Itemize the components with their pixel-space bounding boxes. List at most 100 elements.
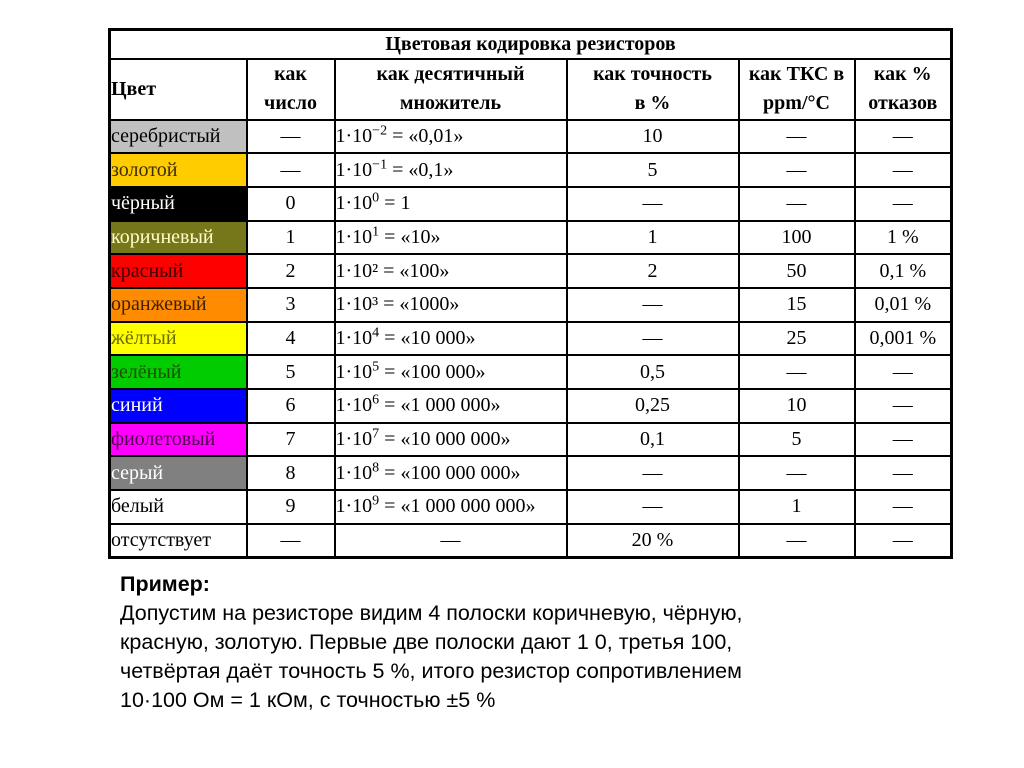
digit-cell: 8 bbox=[245, 455, 336, 492]
accuracy-cell: — bbox=[565, 185, 740, 222]
table-row: серебристый —1·10−2 = «0,01» 10— — bbox=[108, 118, 953, 155]
color-name-cell: серебристый bbox=[108, 118, 248, 155]
color-name-cell: жёлтый bbox=[108, 320, 248, 357]
example-line: 10·100 Ом = 1 кОм, с точностью ±5 % bbox=[120, 688, 496, 712]
multiplier-cell: 1·10² = «100» bbox=[333, 253, 568, 289]
multiplier-exponent: 5 bbox=[372, 359, 380, 374]
header-multiplier: как десятичный множитель bbox=[333, 57, 568, 121]
header-failure-line1: как % bbox=[873, 63, 932, 85]
tcr-cell: — bbox=[737, 185, 856, 222]
example-block: Пример: Допустим на резисторе видим 4 по… bbox=[120, 570, 742, 715]
color-name-cell: оранжевый bbox=[108, 286, 248, 323]
multiplier-cell: 1·105 = «100 000» bbox=[333, 354, 568, 390]
color-name-cell: белый bbox=[108, 489, 248, 525]
color-name-cell: синий bbox=[108, 388, 248, 424]
header-color: Цвет bbox=[108, 57, 248, 121]
multiplier-exponent: 7 bbox=[372, 426, 380, 442]
header-number-line2: число bbox=[264, 92, 317, 114]
multiplier-exponent: 8 bbox=[372, 460, 380, 476]
header-tcr-line1: как ТКС в bbox=[748, 63, 845, 85]
accuracy-cell: 2 bbox=[565, 253, 740, 289]
color-name-cell: коричневый bbox=[108, 219, 248, 256]
table-row: красный 2 1·10² = «100» 2 50 0,1 % bbox=[108, 253, 953, 289]
multiplier-cell: 1·106 = «1 000 000» bbox=[333, 388, 568, 424]
tcr-cell: 25 bbox=[737, 320, 856, 357]
failure-cell: 0,01 % bbox=[853, 286, 953, 323]
failure-cell: — bbox=[853, 354, 953, 390]
example-line: четвёртая даёт точность 5 %, итого резис… bbox=[120, 659, 742, 683]
header-accuracy-line2: в % bbox=[634, 92, 671, 114]
header-multiplier-line1: как десятичный bbox=[376, 63, 525, 85]
digit-cell: 6 bbox=[245, 388, 336, 424]
failure-cell: — bbox=[853, 522, 953, 559]
multiplier-cell: 1·10−2 = «0,01» bbox=[333, 118, 568, 155]
accuracy-cell: 1 bbox=[565, 219, 740, 256]
failure-cell: — bbox=[853, 152, 953, 188]
digit-cell: 2 bbox=[245, 253, 336, 289]
color-name-cell: зелёный bbox=[108, 354, 248, 390]
table-row: золотой —1·10−1 = «0,1» 5— — bbox=[108, 152, 953, 188]
accuracy-cell: — bbox=[565, 455, 740, 492]
header-number: как число bbox=[245, 57, 336, 121]
tcr-cell: — bbox=[737, 152, 856, 188]
multiplier-cell: — bbox=[333, 522, 568, 559]
digit-cell: — bbox=[245, 152, 336, 188]
multiplier-exponent: −2 bbox=[372, 123, 388, 139]
accuracy-cell: 10 bbox=[565, 118, 740, 155]
table-row: фиолетовый 7 1·107 = «10 000 000» 0,1 5— bbox=[108, 421, 953, 458]
color-name-cell: золотой bbox=[108, 152, 248, 188]
failure-cell: 1 % bbox=[853, 219, 953, 256]
header-failure-line2: отказов bbox=[868, 92, 938, 114]
digit-cell: — bbox=[245, 522, 336, 559]
accuracy-cell: — bbox=[565, 320, 740, 357]
table-header-row: Цвет как число как десятичный множитель … bbox=[108, 57, 953, 121]
example-line: Допустим на резисторе видим 4 полоски ко… bbox=[120, 601, 743, 625]
multiplier-cell: 1·101 = «10» bbox=[333, 219, 568, 256]
failure-cell: — bbox=[853, 388, 953, 424]
failure-cell: 0,001 % bbox=[853, 320, 953, 357]
header-failure: как % отказов bbox=[853, 57, 953, 121]
digit-cell: 9 bbox=[245, 489, 336, 525]
tcr-cell: — bbox=[737, 118, 856, 155]
failure-cell: — bbox=[853, 455, 953, 492]
table-row: чёрный 0 1·100 = 1— — — bbox=[108, 185, 953, 222]
example-lines: Допустим на резисторе видим 4 полоски ко… bbox=[120, 599, 742, 715]
failure-cell: — bbox=[853, 489, 953, 525]
tcr-cell: — bbox=[737, 522, 856, 559]
failure-cell: 0,1 % bbox=[853, 253, 953, 289]
table-row: отсутствует — —20 % — — bbox=[108, 522, 953, 559]
multiplier-cell: 1·100 = 1 bbox=[333, 185, 568, 222]
multiplier-cell: 1·10³ = «1000» bbox=[333, 286, 568, 323]
tcr-cell: 100 bbox=[737, 219, 856, 256]
tcr-cell: 10 bbox=[737, 388, 856, 424]
resistor-color-table: Цветовая кодировка резисторов Цвет как ч… bbox=[108, 28, 954, 559]
accuracy-cell: 5 bbox=[565, 152, 740, 188]
digit-cell: 4 bbox=[245, 320, 336, 357]
digit-cell: — bbox=[245, 118, 336, 155]
multiplier-exponent: 4 bbox=[372, 325, 380, 341]
accuracy-cell: 0,5 bbox=[565, 354, 740, 390]
header-multiplier-line2: множитель bbox=[399, 92, 502, 114]
multiplier-cell: 1·109 = «1 000 000 000» bbox=[333, 489, 568, 525]
header-number-line1: как bbox=[274, 63, 307, 85]
multiplier-exponent: −1 bbox=[372, 156, 388, 172]
accuracy-cell: 20 % bbox=[565, 522, 740, 559]
table-title-row: Цветовая кодировка резисторов bbox=[108, 28, 953, 60]
table-body: серебристый —1·10−2 = «0,01» 10— — золотой —1… bbox=[108, 118, 953, 559]
table-row: зелёный 5 1·105 = «100 000» 0,5— — bbox=[108, 354, 953, 390]
accuracy-cell: 0,25 bbox=[565, 388, 740, 424]
accuracy-cell: 0,1 bbox=[565, 421, 740, 458]
tcr-cell: — bbox=[737, 354, 856, 390]
multiplier-exponent: 9 bbox=[372, 493, 380, 509]
digit-cell: 0 bbox=[245, 185, 336, 222]
table-row: синий 6 1·106 = «1 000 000» 0,25 10— bbox=[108, 388, 953, 424]
table-row: белый 9 1·109 = «1 000 000 000» —1— bbox=[108, 489, 953, 525]
failure-cell: — bbox=[853, 118, 953, 155]
multiplier-exponent: 0 bbox=[372, 190, 380, 206]
failure-cell: — bbox=[853, 185, 953, 222]
multiplier-exponent: 1 bbox=[372, 224, 380, 240]
multiplier-cell: 1·104 = «10 000» bbox=[333, 320, 568, 357]
color-name-cell: фиолетовый bbox=[108, 421, 248, 458]
accuracy-cell: — bbox=[565, 286, 740, 323]
